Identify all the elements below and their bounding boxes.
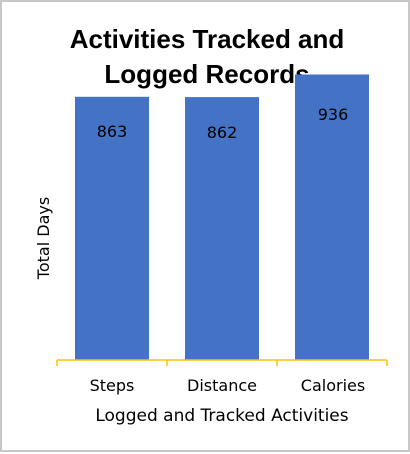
- x-axis-title: Logged and Tracked Activities: [95, 406, 348, 426]
- x-tick-label-distance: Distance: [187, 376, 257, 395]
- data-label-steps: 863: [97, 122, 128, 141]
- y-axis-title: Total Days: [34, 197, 53, 280]
- data-label-calories: 936: [318, 105, 349, 124]
- chart-title-line-2: Logged Records: [104, 59, 309, 89]
- x-tick-label-calories: Calories: [301, 376, 365, 395]
- x-tick-label-steps: Steps: [90, 376, 135, 395]
- x-axis-ticks: [56, 360, 388, 366]
- bars-layer: [75, 74, 369, 361]
- bar-distance: [185, 97, 259, 360]
- chart-title-line-1: Activities Tracked and: [70, 24, 345, 54]
- data-label-distance: 862: [207, 123, 238, 142]
- bar-steps: [75, 96, 149, 361]
- bar-calories: [295, 74, 369, 360]
